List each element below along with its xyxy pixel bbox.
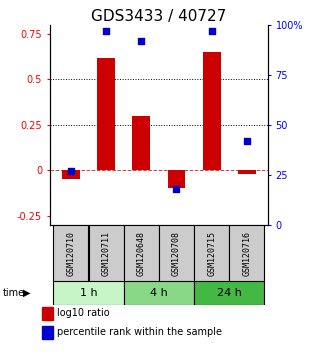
Point [68,168,74,173]
Bar [97,57,115,170]
Point [209,28,214,34]
Bar [54,281,124,305]
Bar [194,225,229,281]
Text: 4 h: 4 h [150,288,168,298]
Bar [124,281,194,305]
Text: ▶: ▶ [23,288,30,298]
Text: GSM120715: GSM120715 [207,231,216,276]
Bar [89,225,124,281]
Text: 1 h: 1 h [80,288,97,298]
Point [139,38,144,44]
Text: time: time [3,288,25,298]
Text: GSM120716: GSM120716 [242,231,251,276]
Bar [203,52,221,170]
Bar [42,326,53,339]
Text: GSM120648: GSM120648 [137,231,146,276]
Text: 24 h: 24 h [217,288,242,298]
Bar [42,307,53,320]
Text: log10 ratio: log10 ratio [57,308,110,318]
Text: GSM120708: GSM120708 [172,231,181,276]
Bar [238,170,256,174]
Text: GSM120710: GSM120710 [66,231,75,276]
Bar [194,281,264,305]
Bar [54,225,88,281]
Bar [124,225,159,281]
Point [244,138,249,144]
Title: GDS3433 / 40727: GDS3433 / 40727 [91,8,227,24]
Point [174,186,179,192]
Bar [230,225,264,281]
Text: percentile rank within the sample: percentile rank within the sample [57,327,222,337]
Bar [159,225,194,281]
Bar [133,116,150,170]
Text: GSM120711: GSM120711 [101,231,111,276]
Bar [168,170,185,188]
Bar [62,170,80,179]
Point [103,28,108,34]
